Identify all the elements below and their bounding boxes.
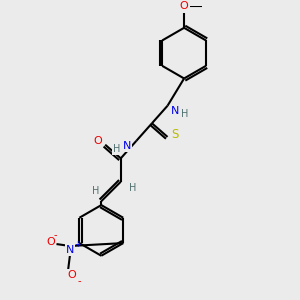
Text: N: N	[122, 141, 131, 151]
Text: +: +	[74, 240, 80, 249]
Text: H: H	[113, 144, 121, 154]
Text: H: H	[129, 183, 136, 193]
Text: H: H	[92, 187, 99, 196]
Text: O: O	[68, 270, 76, 280]
Text: -: -	[77, 276, 81, 286]
Text: S: S	[172, 128, 179, 142]
Text: N: N	[66, 245, 74, 255]
Text: H: H	[182, 109, 189, 118]
Text: O: O	[46, 237, 55, 247]
Text: N: N	[171, 106, 179, 116]
Text: -: -	[54, 230, 57, 240]
Text: O: O	[180, 2, 188, 11]
Text: O: O	[93, 136, 102, 146]
